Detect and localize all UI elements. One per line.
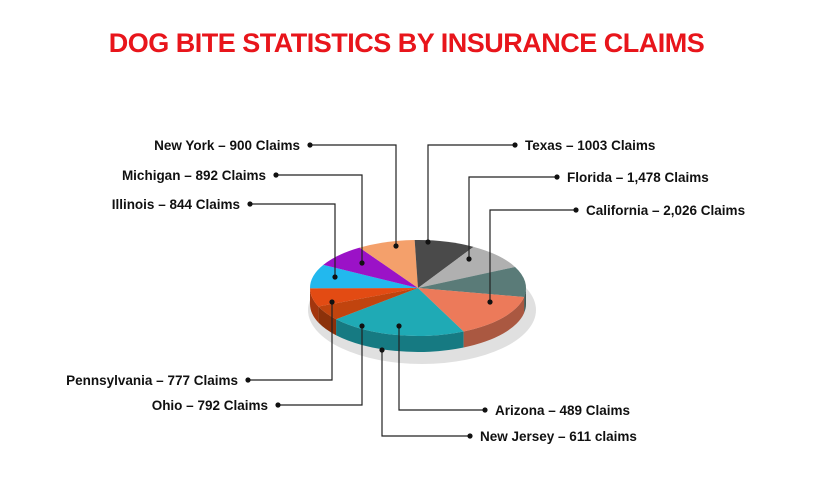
callout-ohio: Ohio – 792 Claims xyxy=(152,323,365,413)
pie-slice-new-jersey xyxy=(310,288,418,307)
anchor-dot-texas xyxy=(425,239,431,245)
pie-slice-pennsylvania xyxy=(323,247,418,288)
label-new-york: New York – 900 Claims xyxy=(154,138,300,153)
callout-florida: Florida – 1,478 Claims xyxy=(466,170,709,262)
label-dot-ohio xyxy=(275,402,281,408)
anchor-dot-new-york xyxy=(393,243,399,249)
label-dot-pennsylvania xyxy=(245,377,251,383)
pie-side-california xyxy=(336,319,464,352)
label-dot-arizona xyxy=(482,407,488,413)
label-ohio: Ohio – 792 Claims xyxy=(152,398,268,413)
callout-michigan: Michigan – 892 Claims xyxy=(122,168,365,266)
leader-line-ohio xyxy=(278,326,363,406)
leader-line-texas xyxy=(427,144,515,242)
leader-line-new-jersey xyxy=(381,350,470,437)
leader-line-pennsylvania xyxy=(248,302,333,381)
anchor-dot-ohio xyxy=(359,323,365,329)
label-pennsylvania: Pennsylvania – 777 Claims xyxy=(66,373,238,388)
callout-layer: California – 2,026 Claims Arizona – 489 C… xyxy=(66,138,745,444)
anchor-dot-illinois xyxy=(332,274,338,280)
anchor-dot-arizona xyxy=(396,323,402,329)
pie-slice-ohio xyxy=(310,264,418,289)
pie-side-new-jersey xyxy=(310,288,319,323)
anchor-dot-pennsylvania xyxy=(329,299,335,305)
pie-slice-michigan xyxy=(414,240,474,288)
label-dot-florida xyxy=(554,174,560,180)
leader-line-illinois xyxy=(250,203,336,277)
callout-texas: Texas – 1003 Claims xyxy=(425,138,655,245)
label-dot-new-york xyxy=(307,142,313,148)
anchor-dot-california xyxy=(487,299,493,305)
label-florida: Florida – 1,478 Claims xyxy=(567,170,709,185)
callout-california: California – 2,026 Claims xyxy=(487,203,745,305)
pie-layer xyxy=(308,240,536,364)
chart-title: DOG BITE STATISTICS BY INSURANCE CLAIMS xyxy=(108,28,705,58)
leader-line-california xyxy=(489,209,576,302)
label-illinois: Illinois – 844 Claims xyxy=(112,197,240,212)
label-arizona: Arizona – 489 Claims xyxy=(495,403,630,418)
anchor-dot-michigan xyxy=(359,260,365,266)
label-dot-michigan xyxy=(273,172,279,178)
callout-new-jersey: New Jersey – 611 claims xyxy=(379,347,637,444)
pie-slice-texas xyxy=(418,266,526,297)
label-dot-illinois xyxy=(247,201,253,207)
anchor-dot-florida xyxy=(466,256,472,262)
label-dot-texas xyxy=(512,142,518,148)
pie-slice-california xyxy=(336,288,464,336)
leader-line-arizona xyxy=(398,326,485,411)
pie-slice-new-york xyxy=(418,246,516,288)
callout-pennsylvania: Pennsylvania – 777 Claims xyxy=(66,299,335,388)
label-california: California – 2,026 Claims xyxy=(586,203,745,218)
pie-slice-florida xyxy=(418,288,525,332)
label-michigan: Michigan – 892 Claims xyxy=(122,168,266,183)
label-dot-new-jersey xyxy=(467,433,473,439)
callout-new-york: New York – 900 Claims xyxy=(154,138,399,249)
leader-line-michigan xyxy=(276,174,363,263)
label-new-jersey: New Jersey – 611 claims xyxy=(480,429,637,444)
pie-slice-arizona xyxy=(318,288,418,320)
pie-side-florida xyxy=(463,296,525,348)
pie-slice-illinois xyxy=(359,240,418,288)
anchor-dot-new-jersey xyxy=(379,347,385,353)
callout-illinois: Illinois – 844 Claims xyxy=(112,197,338,280)
label-dot-california xyxy=(573,207,579,213)
pie-side-texas xyxy=(524,288,526,313)
leader-line-new-york xyxy=(310,144,397,246)
callout-arizona: Arizona – 489 Claims xyxy=(396,323,630,418)
label-texas: Texas – 1003 Claims xyxy=(525,138,655,153)
leader-line-florida xyxy=(468,176,557,259)
